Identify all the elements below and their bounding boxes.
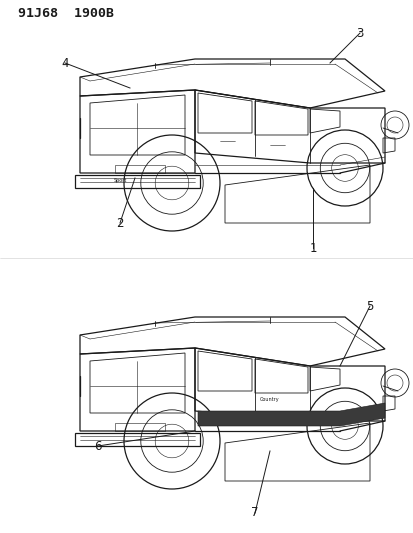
Polygon shape <box>197 403 384 426</box>
Text: Sport: Sport <box>113 178 126 183</box>
Text: 6: 6 <box>94 440 102 453</box>
Text: 4: 4 <box>61 56 69 69</box>
Text: Country: Country <box>259 397 279 401</box>
Text: 1: 1 <box>309 241 316 254</box>
Text: 91J68  1900B: 91J68 1900B <box>18 6 114 20</box>
Text: 3: 3 <box>356 27 363 39</box>
Text: 7: 7 <box>251 506 258 520</box>
Text: 5: 5 <box>366 300 373 312</box>
Text: 2: 2 <box>116 216 123 230</box>
